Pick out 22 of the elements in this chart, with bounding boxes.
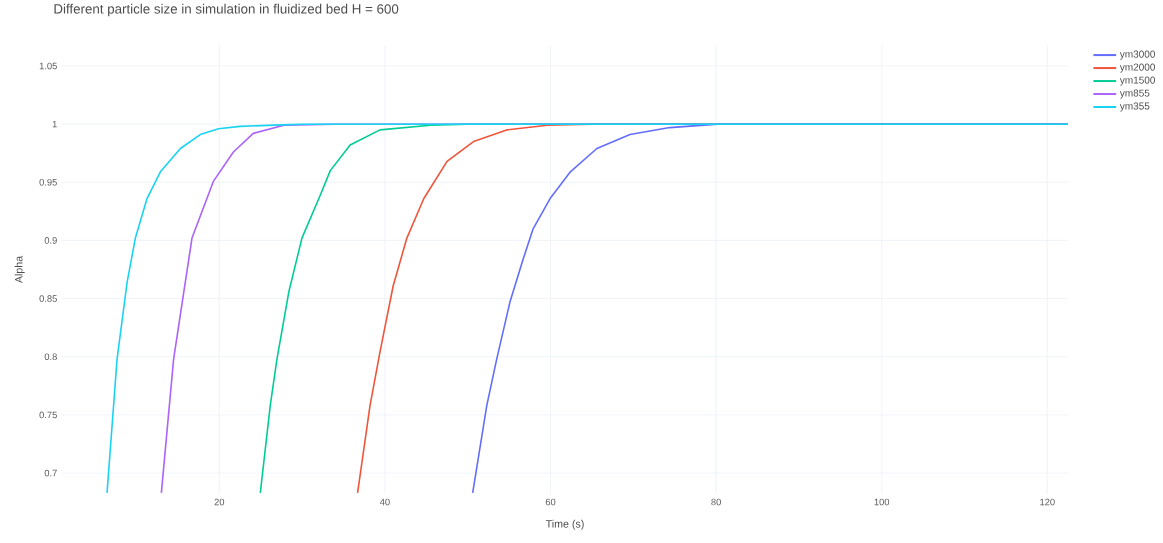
y-tick-label: 1 — [52, 120, 57, 128]
y-tick-label: 0.95 — [39, 178, 57, 186]
y-tick-label: 0.8 — [44, 353, 57, 361]
y-tick-label: 0.85 — [39, 295, 57, 302]
legend-label: ym355 — [1119, 102, 1150, 112]
legend-label: ym2000 — [1119, 63, 1156, 73]
y-axis-title: Alpha — [14, 255, 25, 284]
x-tick-label: 20 — [214, 498, 225, 506]
y-tick-label: 0.7 — [44, 469, 57, 477]
x-tick-label: 100 — [874, 498, 890, 506]
x-axis-title: Time (s) — [545, 519, 584, 530]
y-tick-label: 0.75 — [39, 411, 57, 419]
chart-title: Different particle size in simulation in fluidized bed H = 600 — [54, 3, 399, 17]
x-tick-label: 80 — [711, 498, 721, 506]
legend-label: ym3000 — [1119, 50, 1156, 60]
legend-label: ym1500 — [1119, 76, 1156, 86]
legend-label: ym855 — [1119, 89, 1150, 99]
y-tick-label: 0.9 — [44, 237, 57, 244]
x-tick-label: 60 — [545, 498, 556, 506]
y-tick-label: 1.05 — [39, 62, 57, 70]
x-tick-label: 120 — [1040, 498, 1055, 506]
x-tick-label: 40 — [379, 498, 390, 506]
